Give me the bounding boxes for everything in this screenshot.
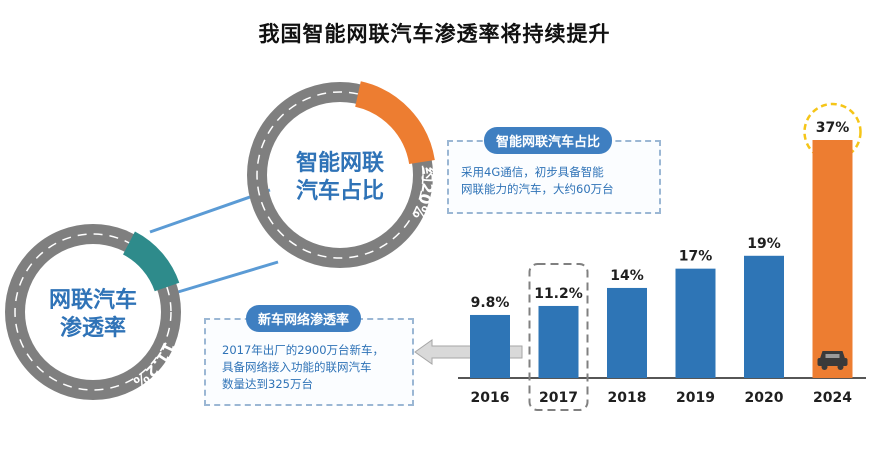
connector-line-lower (177, 260, 279, 294)
data-label-2018: 14% (610, 268, 644, 284)
bar-2017 (538, 305, 579, 378)
page-title: 我国智能网联汽车渗透率将持续提升 (258, 22, 611, 46)
smart-car-ring: 约20% 智能网联 汽车占比 (247, 81, 437, 268)
connected-car-label-line2: 渗透率 (60, 315, 126, 341)
smart-car-callout-line1: 采用4G通信，初步具备智能 (461, 165, 604, 179)
smart-car-label-line2: 汽车占比 (296, 178, 384, 204)
data-label-2019: 17% (679, 249, 713, 265)
bar-2016 (470, 314, 510, 378)
x-tick-2017: 2017 (539, 390, 578, 406)
data-label-2016: 9.8% (471, 295, 510, 311)
highlight-box-2017 (528, 263, 589, 411)
penetration-bar-chart: 9.8% 2016 11.2% 2017 14% 2018 17% 2019 19% 2020 37… (458, 102, 866, 411)
x-tick-2018: 2018 (608, 390, 647, 406)
new-car-callout-line3: 数量达到325万台 (222, 377, 313, 391)
x-tick-2024: 2024 (813, 390, 852, 406)
bar-2024 (812, 140, 853, 378)
bar-2019 (675, 268, 716, 378)
bar-2018 (607, 287, 647, 378)
smart-car-callout: 采用4G通信，初步具备智能 网联能力的汽车，大约60万台 (447, 140, 661, 214)
data-label-2017: 11.2% (534, 286, 583, 302)
new-car-callout-line1: 2017年出厂的2900万台新车， (222, 343, 385, 357)
car-icon (817, 351, 848, 370)
data-label-2020: 19% (747, 236, 781, 252)
connected-car-ring: 11.2% 网联汽车 渗透率 (5, 224, 181, 400)
bar-2020 (744, 255, 784, 378)
x-tick-2019: 2019 (676, 390, 715, 406)
data-label-2024: 37% (816, 120, 850, 136)
smart-car-callout-line2: 网联能力的汽车，大约60万台 (461, 182, 614, 196)
connected-car-label-line1: 网联汽车 (49, 287, 137, 313)
smart-car-label-line1: 智能网联 (296, 150, 384, 176)
x-tick-2016: 2016 (471, 390, 510, 406)
smart-car-callout-title: 智能网联汽车占比 (484, 127, 613, 154)
connected-car-ring-segment (122, 231, 180, 292)
x-tick-2020: 2020 (745, 390, 784, 406)
smart-car-ring-segment (354, 81, 435, 165)
new-car-callout-line2: 具备网络接入功能的联网汽车 (222, 360, 372, 374)
new-car-callout-title: 新车网络渗透率 (246, 305, 362, 332)
